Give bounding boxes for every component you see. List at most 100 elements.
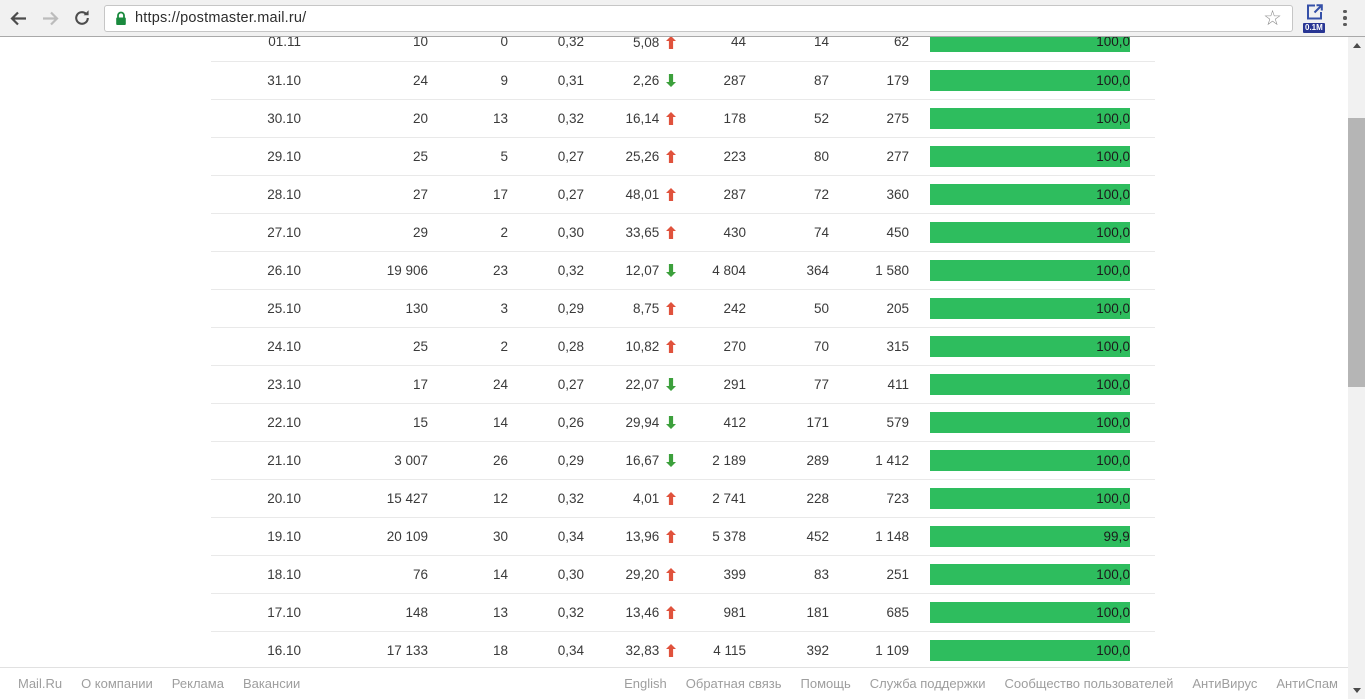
- back-button[interactable]: [4, 4, 32, 32]
- date-cell: 26.10: [211, 251, 301, 290]
- table-row: 01.11 10 0 0,32 5,08 44 14 62 100,0: [211, 37, 1155, 62]
- delivery-bar-label: 100,0: [1096, 414, 1130, 430]
- delivery-bar-cell: 100,0: [909, 631, 1155, 667]
- ratio-cell: 0,27: [508, 137, 584, 176]
- clicked-cell: 171: [746, 403, 829, 442]
- clicked-cell: 77: [746, 365, 829, 404]
- delivery-bar-cell: 100,0: [909, 61, 1155, 100]
- footer-link[interactable]: Обратная связь: [685, 676, 782, 691]
- delivery-bar: 100,0: [930, 335, 1130, 357]
- sent-cell: 17 133: [301, 631, 428, 667]
- trend-arrow: [663, 224, 676, 239]
- delivery-bar-label: 100,0: [1096, 300, 1130, 316]
- ratio-cell: 0,27: [508, 365, 584, 404]
- forward-button[interactable]: [36, 4, 64, 32]
- deleted-cell: 315: [829, 327, 909, 366]
- deleted-cell: 179: [829, 61, 909, 100]
- ratio-cell: 0,30: [508, 555, 584, 594]
- reload-icon: [73, 9, 91, 27]
- trend-arrow: [663, 186, 676, 201]
- footer-link[interactable]: Помощь: [800, 676, 851, 691]
- percent-cell: 12,07: [584, 251, 676, 290]
- opened-cell: 242: [676, 289, 746, 328]
- ratio-cell: 0,27: [508, 175, 584, 214]
- scrollbar-down-button[interactable]: [1348, 682, 1365, 699]
- browser-menu-button[interactable]: [1333, 4, 1357, 32]
- delivery-bar-label: 99,9: [1103, 528, 1130, 544]
- footer-link[interactable]: АнтиСпам: [1276, 676, 1338, 691]
- clicked-cell: 14: [746, 37, 829, 62]
- opened-cell: 178: [676, 99, 746, 138]
- footer-links-left: Mail.Ru О компании Реклама Вакансии: [18, 676, 300, 691]
- delivery-bar-label: 100,0: [1096, 186, 1130, 202]
- opened-cell: 2 741: [676, 479, 746, 518]
- footer-link[interactable]: Вакансии: [242, 676, 301, 691]
- delivery-bar: 100,0: [930, 69, 1130, 91]
- footer-link[interactable]: Сообщество пользователей: [1004, 676, 1174, 691]
- extension-button[interactable]: 0.1M: [1303, 3, 1327, 33]
- footer-link[interactable]: О компании: [81, 676, 153, 691]
- trend-arrow: [663, 72, 676, 87]
- delivery-bar-label: 100,0: [1096, 604, 1130, 620]
- percent-cell: 25,26: [584, 137, 676, 176]
- clicked-cell: 364: [746, 251, 829, 290]
- delivery-bar-label: 100,0: [1096, 490, 1130, 506]
- footer-link[interactable]: Служба поддержки: [869, 676, 986, 691]
- footer-link[interactable]: Реклама: [171, 676, 224, 691]
- delivery-bar: 100,0: [930, 183, 1130, 205]
- spam-complaints-cell: 23: [428, 251, 508, 290]
- trend-arrow: [663, 300, 676, 315]
- date-cell: 21.10: [211, 441, 301, 480]
- ratio-cell: 0,32: [508, 99, 584, 138]
- footer-link[interactable]: English: [624, 676, 667, 691]
- sent-cell: 15: [301, 403, 428, 442]
- secure-lock-icon[interactable]: [115, 11, 127, 26]
- delivery-bar: 100,0: [930, 221, 1130, 243]
- ratio-cell: 0,29: [508, 441, 584, 480]
- spam-complaints-cell: 12: [428, 479, 508, 518]
- url-text[interactable]: https://postmaster.mail.ru/: [135, 10, 307, 26]
- deleted-cell: 1 412: [829, 441, 909, 480]
- table-row: 16.10 17 133 18 0,34 32,83 4 115 392 1 1…: [211, 631, 1155, 667]
- percent-cell: 13,96: [584, 517, 676, 556]
- date-cell: 23.10: [211, 365, 301, 404]
- spam-complaints-cell: 18: [428, 631, 508, 667]
- delivery-bar-label: 100,0: [1096, 148, 1130, 164]
- spam-complaints-cell: 14: [428, 555, 508, 594]
- spam-complaints-cell: 2: [428, 213, 508, 252]
- delivery-bar-label: 100,0: [1096, 110, 1130, 126]
- delivery-bar: 100,0: [930, 107, 1130, 129]
- vertical-scrollbar[interactable]: [1348, 37, 1365, 699]
- date-cell: 29.10: [211, 137, 301, 176]
- clicked-cell: 80: [746, 137, 829, 176]
- table-row: 21.10 3 007 26 0,29 16,67 2 189 289 1 41…: [211, 441, 1155, 480]
- reload-button[interactable]: [68, 4, 96, 32]
- delivery-bar: 100,0: [930, 297, 1130, 319]
- back-icon: [9, 10, 28, 27]
- ratio-cell: 0,32: [508, 593, 584, 632]
- trend-arrow: [663, 642, 676, 657]
- spam-complaints-cell: 17: [428, 175, 508, 214]
- delivery-bar: 100,0: [930, 563, 1130, 585]
- sent-cell: 20: [301, 99, 428, 138]
- delivery-bar-cell: 100,0: [909, 593, 1155, 632]
- date-cell: 01.11: [211, 37, 301, 62]
- footer-link[interactable]: АнтиВирус: [1192, 676, 1258, 691]
- delivery-bar-label: 100,0: [1096, 37, 1130, 50]
- percent-cell: 16,67: [584, 441, 676, 480]
- delivery-bar-label: 100,0: [1096, 72, 1130, 88]
- bookmark-star-icon[interactable]: ☆: [1263, 6, 1282, 30]
- trend-arrow: [663, 262, 676, 277]
- scrollbar-up-button[interactable]: [1348, 37, 1365, 54]
- spam-complaints-cell: 13: [428, 593, 508, 632]
- address-bar[interactable]: https://postmaster.mail.ru/ ☆: [104, 4, 1293, 32]
- opened-cell: 430: [676, 213, 746, 252]
- ratio-cell: 0,32: [508, 479, 584, 518]
- opened-cell: 5 378: [676, 517, 746, 556]
- table-row: 25.10 130 3 0,29 8,75 242 50 205 100,0: [211, 289, 1155, 328]
- deleted-cell: 1 109: [829, 631, 909, 667]
- delivery-bar: 99,9: [930, 525, 1130, 547]
- scrollbar-thumb[interactable]: [1348, 118, 1365, 387]
- footer-link[interactable]: Mail.Ru: [18, 676, 63, 691]
- opened-cell: 223: [676, 137, 746, 176]
